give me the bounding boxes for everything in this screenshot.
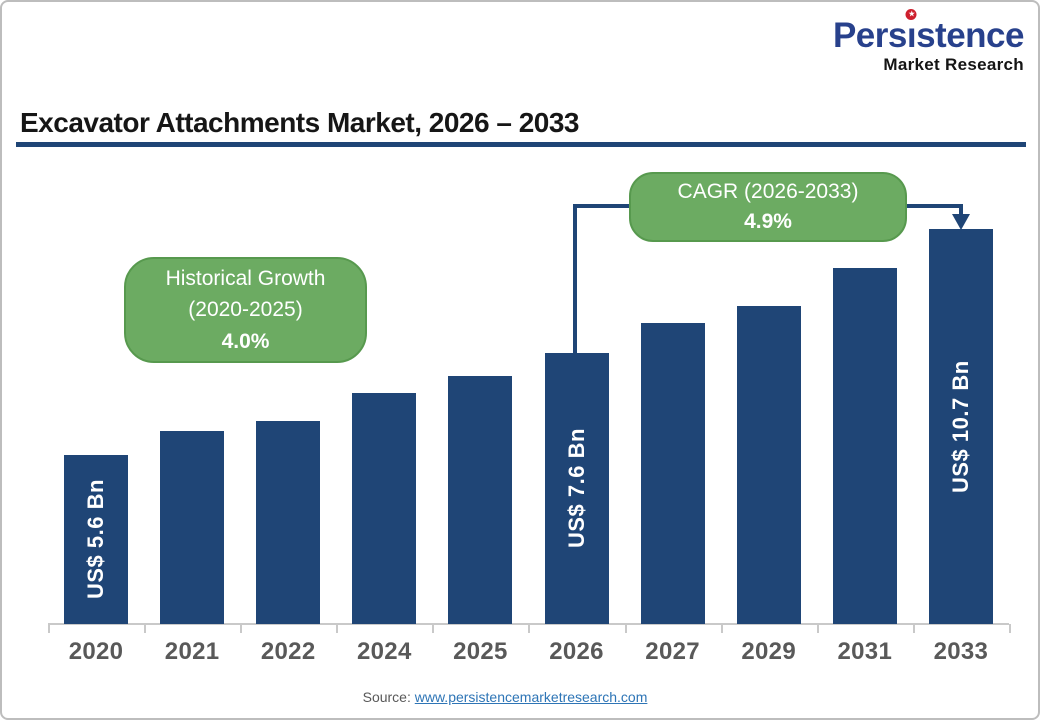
bar-value-label-2026: US$ 7.6 Bn	[563, 428, 589, 549]
logo-brand-text: Persı ★ stence	[832, 9, 1024, 55]
x-axis-tick	[47, 624, 50, 633]
logo-brand-pre: Pers	[832, 16, 907, 55]
bar-2022	[256, 421, 321, 624]
x-axis-label-2020: 2020	[68, 638, 124, 665]
x-axis-tick	[240, 624, 243, 633]
source-line: Source: www.persistencemarketresearch.co…	[2, 689, 1008, 705]
x-axis-label-2029: 2029	[741, 638, 796, 665]
pmr-logo: Persı ★ stence Market Research	[832, 9, 1024, 74]
logo-subtitle: Market Research	[883, 55, 1024, 74]
x-axis-tick	[912, 624, 915, 633]
x-axis-tick	[336, 624, 339, 633]
x-axis-tick	[144, 624, 147, 633]
logo-letter-i: ı ★	[905, 9, 917, 55]
x-axis-label-2024: 2024	[357, 638, 412, 665]
historical-growth-line1: Historical Growth	[165, 266, 326, 290]
logo-star-icon: ★	[905, 9, 917, 20]
x-axis-label-2025: 2025	[453, 638, 508, 665]
x-axis-tick	[432, 624, 435, 633]
bar-value-label-2033: US$ 10.7 Bn	[947, 360, 973, 493]
x-axis-label-2021: 2021	[164, 638, 220, 665]
x-axis-tick	[1008, 624, 1011, 633]
bar-value-label-2020: US$ 5.6 Bn	[83, 479, 108, 600]
bar-2020	[64, 455, 128, 624]
x-axis-label-2027: 2027	[645, 638, 700, 665]
source-label: Source:	[362, 689, 411, 705]
historical-growth-line2: (2020-2025)	[188, 298, 303, 322]
bar-2025	[448, 376, 513, 624]
bar-2029	[736, 306, 801, 624]
x-axis-tick	[720, 624, 723, 633]
x-axis-tick	[624, 624, 627, 633]
bar-2031	[832, 268, 897, 624]
source-link[interactable]: www.persistencemarketresearch.com	[414, 689, 648, 705]
chart-title: Excavator Attachments Market, 2026 – 203…	[20, 107, 580, 138]
cagr-callout: CAGR (2026-2033) 4.9%	[629, 172, 907, 242]
bar-2027	[640, 323, 705, 624]
historical-growth-value: 4.0%	[221, 329, 270, 353]
bar-2033	[928, 229, 993, 624]
x-axis-label-2022: 2022	[260, 638, 316, 665]
x-axis-label-2033: 2033	[933, 638, 989, 665]
x-axis-tick	[816, 624, 819, 633]
cagr-value: 4.9%	[744, 210, 792, 233]
logo-brand-post: stence	[916, 16, 1024, 55]
x-axis-label-2031: 2031	[837, 638, 893, 665]
x-axis-tick	[528, 624, 531, 633]
bar-2026	[544, 353, 609, 624]
bar-2021	[160, 431, 225, 624]
x-axis-label-2026: 2026	[549, 638, 604, 665]
cagr-line1: CAGR (2026-2033)	[677, 179, 859, 203]
bar-2024	[352, 393, 417, 624]
historical-growth-callout: Historical Growth (2020-2025) 4.0%	[124, 257, 367, 363]
title-underline	[16, 142, 1026, 147]
